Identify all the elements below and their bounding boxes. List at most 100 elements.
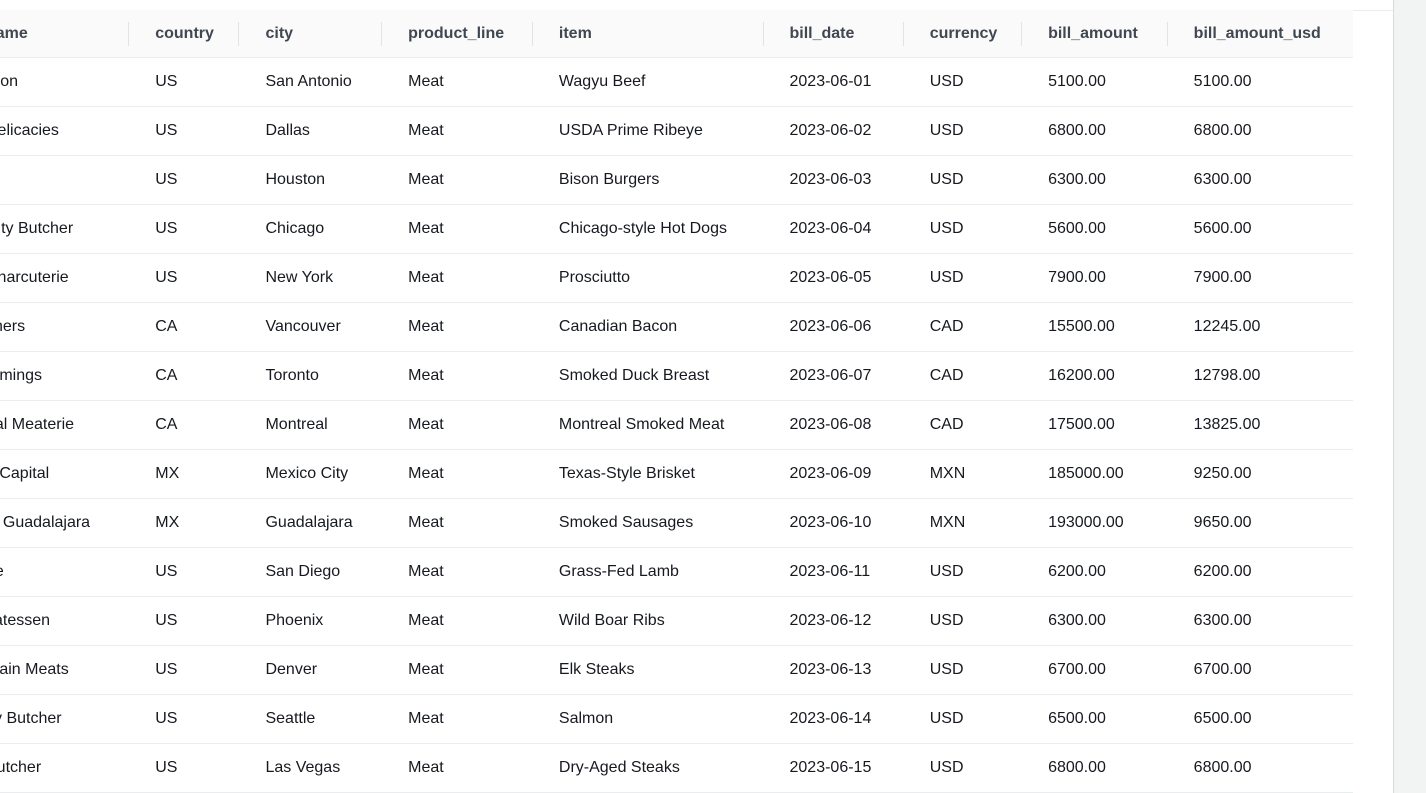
cell-currency: USD [903, 253, 1023, 303]
cell-name: ntain Meats [0, 645, 130, 695]
cell-item: Smoked Sausages [532, 498, 764, 548]
column-header-item[interactable]: item [532, 10, 764, 58]
cell-country: US [129, 645, 240, 695]
column-header-currency[interactable]: currency [903, 10, 1023, 58]
cell-product-line: Meat [382, 106, 533, 156]
cell-country: US [129, 596, 240, 646]
cell-currency: USD [903, 57, 1023, 107]
column-header-label: product_line [408, 24, 505, 42]
cell-city: Mexico City [239, 449, 383, 499]
cell-country: US [129, 155, 240, 205]
cell-item: Dry-Aged Steaks [532, 743, 764, 793]
table-row[interactable]: US Houston Meat Bison Burgers 2023-06-03 USD 6… [0, 155, 1353, 205]
cell-item: Chicago-style Hot Dogs [532, 204, 764, 254]
cell-bill-amount: 6200.00 [1022, 547, 1168, 597]
column-header-city[interactable]: city [239, 10, 383, 58]
cell-product-line: Meat [382, 498, 533, 548]
cell-bill-date: 2023-06-04 [763, 204, 904, 254]
cell-product-line: Meat [382, 694, 533, 744]
cell-product-line: Meat [382, 743, 533, 793]
table-row[interactable]: mmingsCATorontoMeatSmoked Duck Breast202… [0, 351, 1353, 401]
cell-bill-amount: 7900.00 [1022, 253, 1168, 303]
column-header-bill-amount-usd[interactable]: bill_amount_usd [1167, 10, 1353, 58]
cell-bill-date: 2023-06-10 [763, 498, 904, 548]
cell-city: San Antonio [239, 57, 383, 107]
column-divider[interactable] [762, 22, 764, 46]
cell-currency: USD [903, 106, 1023, 156]
cell-bill-amount: 6800.00 [1022, 743, 1168, 793]
cell-bill-amount: 6500.00 [1022, 694, 1168, 744]
column-divider[interactable] [1166, 22, 1168, 46]
cell-name: catessen [0, 596, 130, 646]
column-header-bill-amount[interactable]: bill_amount [1022, 10, 1168, 58]
column-header-bill-date[interactable]: bill_date [763, 10, 904, 58]
cell-item: Elk Steaks [532, 645, 764, 695]
column-divider[interactable] [381, 22, 383, 46]
cell-name: Delicacies [0, 106, 130, 156]
cell-currency: MXN [903, 498, 1023, 548]
cell-bill-date: 2023-06-14 [763, 694, 904, 744]
cell-country: MX [129, 449, 240, 499]
cell-city: Vancouver [239, 302, 383, 352]
cell-bill-date: 2023-06-11 [763, 547, 904, 597]
cell-bill-amount-usd: 6700.00 [1167, 645, 1353, 695]
column-header-product-line[interactable]: product_line [382, 10, 533, 58]
column-divider[interactable] [1021, 22, 1023, 46]
cell-bill-amount: 6700.00 [1022, 645, 1168, 695]
cell-name: le Guadalajara [0, 498, 130, 548]
table-row[interactable]: DelicaciesUSDallasMeatUSDA Prime Ribeye2… [0, 106, 1353, 156]
cell-bill-amount: 16200.00 [1022, 351, 1168, 401]
cell-bill-amount: 17500.00 [1022, 400, 1168, 450]
cell-bill-amount-usd: 6300.00 [1167, 155, 1353, 205]
cell-product-line: Meat [382, 57, 533, 107]
table-row[interactable]: CharcuterieUSNew YorkMeatProsciutto2023-… [0, 253, 1353, 303]
column-header-name[interactable]: name [0, 10, 130, 58]
cell-product-line: Meat [382, 351, 533, 401]
cell-city: Denver [239, 645, 383, 695]
table-row[interactable]: chersCAVancouverMeatCanadian Bacon2023-0… [0, 302, 1353, 352]
cell-product-line: Meat [382, 547, 533, 597]
cell-bill-date: 2023-06-07 [763, 351, 904, 401]
cell-item: Smoked Duck Breast [532, 351, 764, 401]
column-divider[interactable] [128, 22, 130, 46]
column-divider[interactable] [531, 22, 533, 46]
cell-city: Houston [239, 155, 383, 205]
cell-bill-amount: 185000.00 [1022, 449, 1168, 499]
cell-bill-amount: 193000.00 [1022, 498, 1168, 548]
column-divider[interactable] [238, 22, 240, 46]
cell-country: US [129, 694, 240, 744]
cell-item: Texas-Style Brisket [532, 449, 764, 499]
cell-bill-amount: 6300.00 [1022, 155, 1168, 205]
cell-city: Dallas [239, 106, 383, 156]
column-header-country[interactable]: country [129, 10, 240, 58]
cell-currency: CAD [903, 302, 1023, 352]
cell-item: Wild Boar Ribs [532, 596, 764, 646]
cell-city: Montreal [239, 400, 383, 450]
cell-bill-amount-usd: 5100.00 [1167, 57, 1353, 107]
cell-city: Chicago [239, 204, 383, 254]
cell-product-line: Meat [382, 449, 533, 499]
column-divider[interactable] [902, 22, 904, 46]
header-row: name country city product_line item bill… [0, 10, 1353, 58]
table-row[interactable]: ity ButcherUSSeattleMeatSalmon2023-06-14… [0, 694, 1353, 744]
table-row[interactable]: catessenUSPhoenixMeatWild Boar Ribs2023-… [0, 596, 1353, 646]
cell-bill-date: 2023-06-09 [763, 449, 904, 499]
cell-bill-amount-usd: 6300.00 [1167, 596, 1353, 646]
cell-product-line: Meat [382, 155, 533, 205]
cell-currency: USD [903, 596, 1023, 646]
cell-name: City Butcher [0, 204, 130, 254]
cell-bill-amount: 5100.00 [1022, 57, 1168, 107]
cell-item: Canadian Bacon [532, 302, 764, 352]
page-scroll-gutter [1394, 0, 1426, 793]
cell-currency: USD [903, 155, 1023, 205]
cell-currency: USD [903, 547, 1023, 597]
cell-bill-amount: 6300.00 [1022, 596, 1168, 646]
